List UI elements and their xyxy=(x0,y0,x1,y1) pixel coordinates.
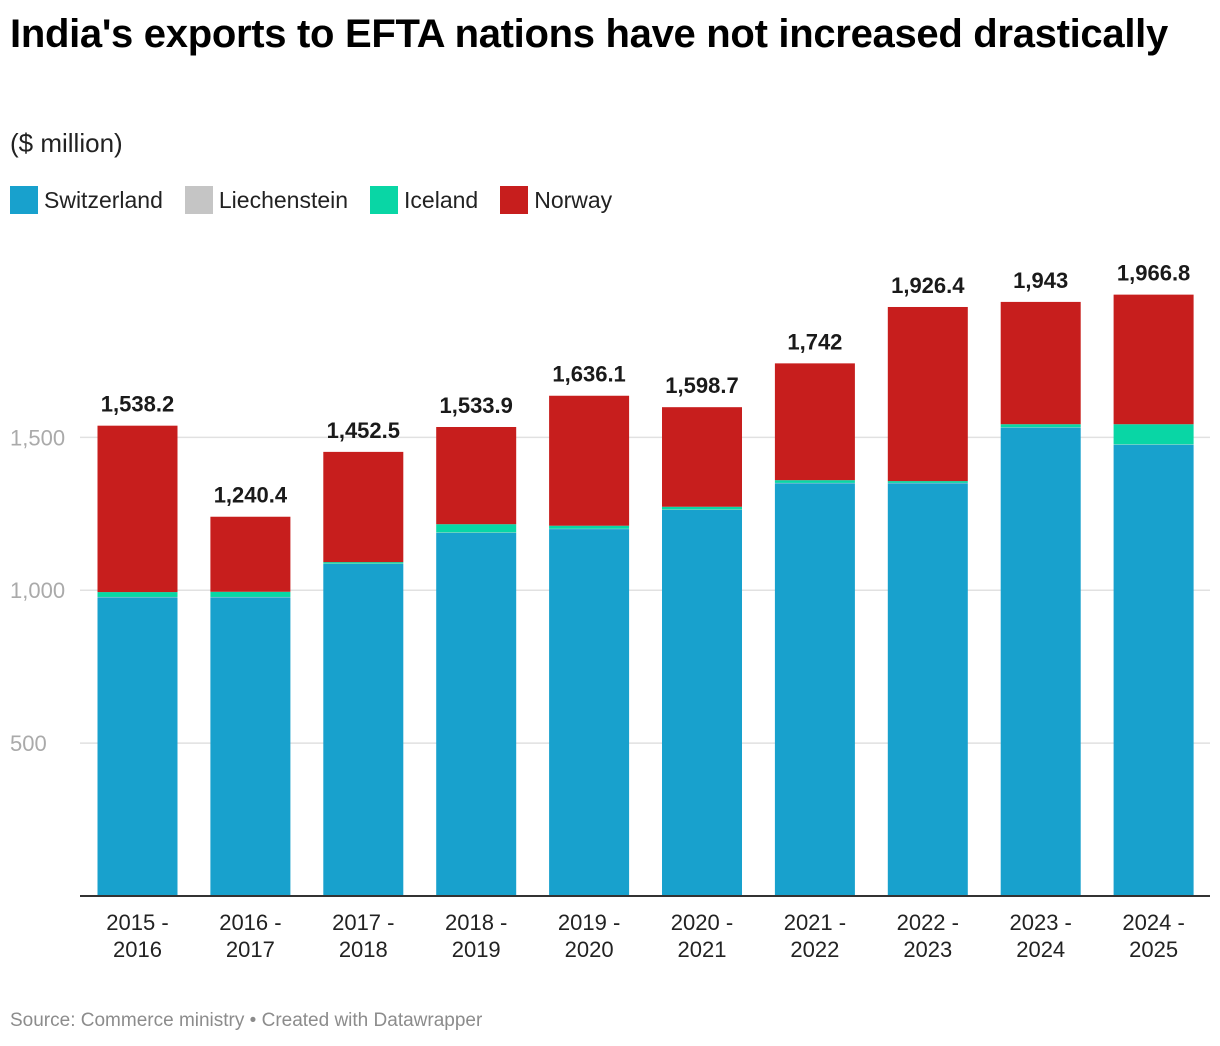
x-tick-label: 2016 - xyxy=(219,910,281,935)
total-label: 1,966.8 xyxy=(1117,261,1190,286)
bar-segment-iceland xyxy=(210,591,291,597)
bar-segment-iceland xyxy=(774,480,855,483)
legend-label-liechenstein: Liechenstein xyxy=(218,186,349,213)
bar-segment-switzerland xyxy=(323,563,404,896)
stacked-bar-chart: 500 1,000 1,500 1,538.2 2015 -2016 1,240.4 201… xyxy=(10,261,1210,962)
legend-item-norway: Norway xyxy=(500,186,612,214)
legend-swatch-liechenstein xyxy=(184,186,213,214)
x-tick-label: 2015 - xyxy=(106,910,168,935)
y-tick-label: 1,000 xyxy=(10,578,65,603)
total-label: 1,742 xyxy=(787,329,842,354)
total-label: 1,598.7 xyxy=(665,373,738,398)
legend-label-switzerland: Switzerland xyxy=(44,186,163,213)
bar-segment-norway xyxy=(210,516,291,592)
legend-swatch-switzerland xyxy=(10,186,38,214)
x-tick-label: 2021 xyxy=(678,937,727,962)
total-label: 1,943 xyxy=(1013,268,1068,293)
bar-segment-switzerland xyxy=(97,597,178,896)
y-tick-label: 500 xyxy=(10,731,47,756)
x-tick-label: 2020 - xyxy=(671,910,733,935)
x-tick-label: 2017 xyxy=(226,937,275,962)
bar-segment-switzerland xyxy=(1000,427,1081,896)
bar-segment-iceland xyxy=(887,481,968,483)
total-label: 1,636.1 xyxy=(552,362,625,387)
total-label: 1,240.4 xyxy=(214,483,288,508)
bar-segment-switzerland xyxy=(1113,444,1194,896)
legend-label-iceland: Iceland xyxy=(404,186,479,213)
x-tick-label: 2016 xyxy=(113,937,162,962)
total-label: 1,538.2 xyxy=(101,392,174,417)
x-tick-label: 2020 xyxy=(565,937,614,962)
bar-segment-switzerland xyxy=(774,483,855,896)
bar-segment-norway xyxy=(662,407,742,507)
y-tick-label: 1,500 xyxy=(10,425,65,450)
bar-segment-switzerland xyxy=(436,532,517,896)
bar-segment-switzerland xyxy=(210,597,291,896)
bar-segment-switzerland xyxy=(662,509,742,896)
bar-segment-iceland xyxy=(1000,424,1081,428)
total-label: 1,452.5 xyxy=(327,418,400,443)
chart-title: India's exports to EFTA nations have not… xyxy=(10,12,1168,56)
bar-segment-iceland xyxy=(549,525,630,529)
bar-segment-iceland xyxy=(1113,424,1194,445)
bar-segment-norway xyxy=(97,425,178,593)
bar-segment-norway xyxy=(1000,301,1081,425)
legend-item-switzerland: Switzerland xyxy=(10,186,163,214)
legend: Switzerland Liechenstein Iceland Norway xyxy=(10,186,634,214)
chart-subtitle: ($ million) xyxy=(10,128,123,158)
x-tick-label: 2023 - xyxy=(1010,910,1072,935)
x-tick-label: 2019 xyxy=(452,937,501,962)
x-tick-label: 2025 xyxy=(1129,937,1178,962)
bar-segment-norway xyxy=(436,426,517,525)
x-tick-label: 2023 xyxy=(903,937,952,962)
x-tick-label: 2017 - xyxy=(332,910,394,935)
x-tick-label: 2018 xyxy=(339,937,388,962)
bar-segment-norway xyxy=(1113,294,1194,425)
x-tick-label: 2024 xyxy=(1016,937,1065,962)
x-tick-label: 2024 - xyxy=(1122,910,1184,935)
legend-item-iceland: Iceland xyxy=(370,186,478,214)
bar-segment-iceland xyxy=(436,524,517,533)
bar-segment-switzerland xyxy=(887,483,968,896)
legend-swatch-iceland xyxy=(370,186,399,214)
bar-segment-norway xyxy=(774,363,855,481)
x-tick-label: 2022 - xyxy=(897,910,959,935)
total-label: 1,533.9 xyxy=(439,393,512,418)
bar-segment-iceland xyxy=(662,506,742,510)
legend-item-liechenstein: Liechenstein xyxy=(184,186,349,214)
x-tick-label: 2021 - xyxy=(784,910,846,935)
total-label: 1,926.4 xyxy=(891,273,965,298)
bar-segment-iceland xyxy=(97,592,178,597)
bar-segment-norway xyxy=(549,395,630,526)
bar-segment-norway xyxy=(323,451,404,563)
x-tick-label: 2019 - xyxy=(558,910,620,935)
x-tick-label: 2022 xyxy=(790,937,839,962)
legend-swatch-norway xyxy=(500,186,529,214)
legend-label-norway: Norway xyxy=(534,186,613,213)
source-footer: Source: Commerce ministry • Created with… xyxy=(10,1010,483,1031)
x-tick-label: 2018 - xyxy=(445,910,507,935)
bar-segment-switzerland xyxy=(549,529,630,896)
bar-segment-iceland xyxy=(323,562,404,564)
bar-segment-norway xyxy=(887,306,968,482)
